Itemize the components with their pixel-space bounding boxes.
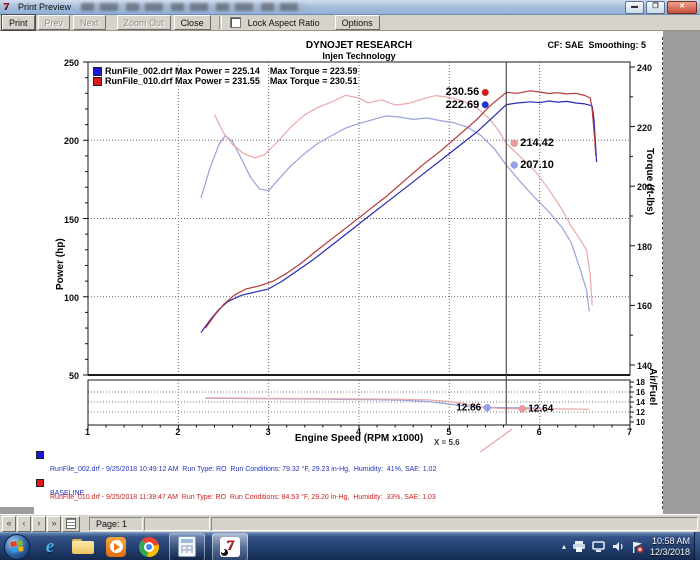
window-title-redacted <box>81 3 307 11</box>
legend-text: RunFile_010.drf Max Power = 231.55 Max T… <box>105 76 358 86</box>
power-axis-title: Power (hp) <box>55 238 66 290</box>
start-button[interactable] <box>4 533 30 560</box>
printer-icon[interactable] <box>572 541 586 552</box>
legend-text: RunFile_002.drf Max Power = 225.14 Max T… <box>105 66 358 76</box>
chart-legend: RunFile_002.drf Max Power = 225.14 Max T… <box>93 66 357 86</box>
report-header: DYNOJET RESEARCH <box>305 40 413 51</box>
zoom-out-button: Zoom Out <box>116 15 171 30</box>
run-swatch-red <box>36 479 44 487</box>
status-panel <box>211 516 698 531</box>
taskbar-item-internet-explorer[interactable]: e <box>37 534 63 560</box>
close-preview-button[interactable]: Close <box>173 15 211 30</box>
chrome-icon <box>139 536 159 557</box>
clock-time: 10:58 AM <box>651 535 690 546</box>
legend-swatch-red <box>93 76 102 86</box>
restore-button[interactable]: ❐ <box>646 0 665 14</box>
page-margin-line <box>662 37 663 509</box>
taskbar-item-dynojet[interactable]: 7 <box>212 532 248 561</box>
show-desktop-button[interactable] <box>694 532 700 560</box>
prev-page-nav-button[interactable]: ‹ <box>17 515 31 532</box>
window-title: Print Preview <box>18 2 72 12</box>
status-panel <box>144 516 210 531</box>
page-number-panel: Page: 1 <box>89 516 143 531</box>
taskbar-item-calculator-app[interactable] <box>169 532 205 561</box>
network-display-icon[interactable] <box>592 541 606 552</box>
print-button[interactable]: Print <box>2 15 35 30</box>
close-window-button[interactable]: ✕ <box>667 0 697 14</box>
calculator-icon <box>178 536 196 557</box>
options-button[interactable]: Options <box>334 15 380 30</box>
legend-item: RunFile_010.drf Max Power = 231.55 Max T… <box>93 76 357 86</box>
taskbar-clock[interactable]: 10:58 AM 12/3/2018 <box>650 536 690 558</box>
toolbar-separator <box>218 16 222 29</box>
media-player-icon <box>106 536 126 557</box>
taskbar-item-media-player[interactable] <box>103 534 129 560</box>
system-tray: ▴ 10:58 AM 12/3/2018 <box>562 536 700 558</box>
taskbar-item-chrome[interactable] <box>136 534 162 560</box>
x-axis-title: Engine Speed (RPM x1000) <box>294 433 424 444</box>
page-icon <box>66 518 76 529</box>
legend-item: RunFile_002.drf Max Power = 225.14 Max T… <box>93 66 357 76</box>
next-page-button: Next <box>73 15 106 30</box>
action-center-flag-icon[interactable] <box>631 541 644 553</box>
page-setup-button[interactable] <box>62 515 80 532</box>
run-name: BASELINE <box>50 490 85 497</box>
taskbar-item-explorer[interactable] <box>70 534 96 560</box>
correction-factor-label: CF: SAE Smoothing: 5 <box>547 40 647 50</box>
lock-aspect-checkbox[interactable] <box>229 17 241 28</box>
airfuel-axis-title: Air/Fuel <box>647 368 658 406</box>
windows-logo-icon <box>10 540 24 553</box>
app-icon: 7 <box>3 0 9 13</box>
title-bar: 7 Print Preview ▬ ❐ ✕ <box>0 0 700 15</box>
dynojet-icon: 7 <box>220 536 240 557</box>
run-swatch-blue <box>36 451 44 459</box>
last-page-button[interactable]: » <box>47 515 61 532</box>
internet-explorer-icon: e <box>45 536 55 557</box>
lock-aspect-label: Lock Aspect Ratio <box>247 17 320 28</box>
cursor-x-readout: X = 5.6 <box>434 438 460 447</box>
legend-swatch-blue <box>93 66 102 76</box>
print-preview-toolbar: Print Prev Next Zoom Out Close Lock Aspe… <box>0 15 700 31</box>
first-page-button[interactable]: « <box>2 515 16 532</box>
folder-icon <box>72 539 94 554</box>
show-hidden-icons-button[interactable]: ▴ <box>561 542 566 551</box>
status-bar: « ‹ › » Page: 1 <box>0 514 700 532</box>
torque-axis-title: Torque (ft-lbs) <box>644 148 655 216</box>
volume-icon[interactable] <box>612 541 625 552</box>
prev-page-button: Prev <box>37 15 71 30</box>
report-subheader: Injen Technology <box>322 51 396 61</box>
run-info-line: RunFile_010.drf - 9/25/2018 11:39:47 AM … <box>50 494 436 501</box>
run-info-line: RunFile_002.drf - 9/25/2018 10:49:12 AM … <box>50 466 437 473</box>
taskbar: e 7 ▴ 10:58 AM 12/3/2018 <box>0 532 700 561</box>
clock-date: 12/3/2018 <box>649 546 690 557</box>
next-page-nav-button[interactable]: › <box>32 515 46 532</box>
page-corner-gap <box>0 507 34 514</box>
minimize-button[interactable]: ▬ <box>625 0 644 14</box>
